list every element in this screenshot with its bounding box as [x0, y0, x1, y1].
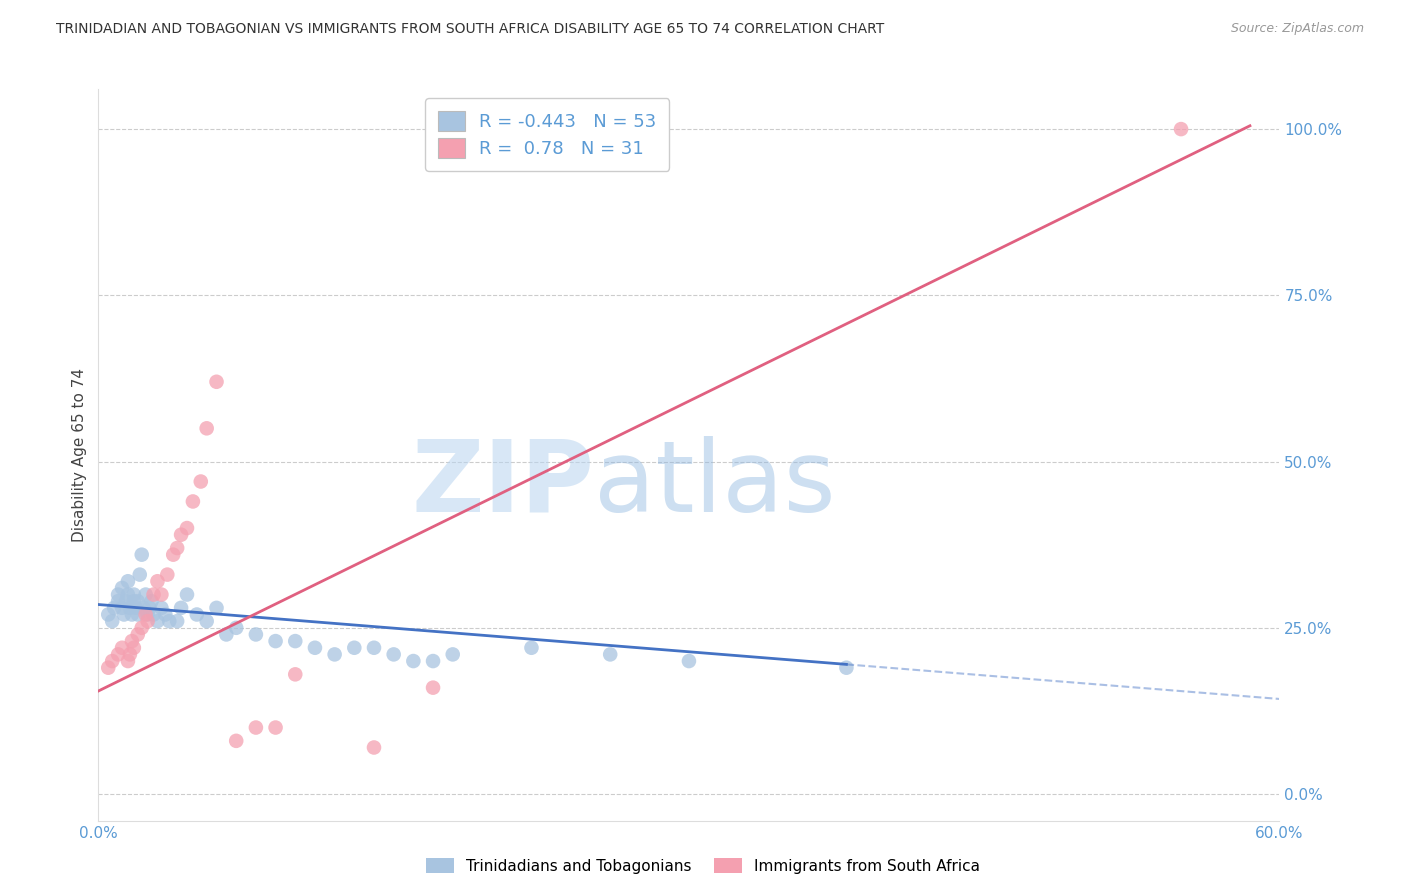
Point [835, 661, 858, 675]
Point [195, 614, 218, 628]
Point [111, 640, 134, 655]
Point [101, 654, 124, 668]
Point [122, 640, 145, 655]
Point [190, 475, 212, 489]
Point [117, 588, 139, 602]
Point [122, 588, 145, 602]
Point [363, 640, 385, 655]
Point [170, 527, 193, 541]
Text: ZIP: ZIP [412, 435, 595, 533]
Point [127, 627, 149, 641]
Point [205, 600, 228, 615]
Point [422, 654, 444, 668]
Point [441, 648, 464, 662]
Point [107, 594, 129, 608]
Legend: Trinidadians and Tobagonians, Immigrants from South Africa: Trinidadians and Tobagonians, Immigrants… [420, 852, 986, 880]
Point [117, 654, 139, 668]
Point [343, 640, 366, 655]
Legend: R = -0.443   N = 53, R =  0.78   N = 31: R = -0.443 N = 53, R = 0.78 N = 31 [425, 98, 669, 170]
Point [150, 588, 173, 602]
Point [176, 588, 198, 602]
Point [323, 648, 346, 662]
Point [166, 614, 188, 628]
Point [284, 634, 307, 648]
Point [156, 567, 179, 582]
Point [304, 640, 326, 655]
Point [166, 541, 188, 555]
Point [245, 721, 267, 735]
Point [363, 740, 385, 755]
Point [121, 607, 143, 622]
Point [135, 588, 157, 602]
Point [146, 614, 169, 628]
Point [245, 627, 267, 641]
Point [136, 614, 159, 628]
Point [128, 567, 150, 582]
Point [176, 521, 198, 535]
Point [97, 661, 120, 675]
Point [520, 640, 543, 655]
Point [264, 721, 287, 735]
Point [132, 600, 155, 615]
Point [138, 600, 160, 615]
Point [127, 607, 149, 622]
Point [103, 600, 125, 615]
Point [131, 548, 153, 562]
Point [118, 648, 141, 662]
Point [215, 627, 238, 641]
Text: TRINIDADIAN AND TOBAGONIAN VS IMMIGRANTS FROM SOUTH AFRICA DISABILITY AGE 65 TO : TRINIDADIAN AND TOBAGONIAN VS IMMIGRANTS… [56, 22, 884, 37]
Point [181, 494, 204, 508]
Point [121, 634, 143, 648]
Point [107, 648, 129, 662]
Point [141, 594, 163, 608]
Point [136, 607, 159, 622]
Point [150, 600, 173, 615]
Point [195, 421, 218, 435]
Point [402, 654, 425, 668]
Text: atlas: atlas [595, 435, 837, 533]
Point [115, 594, 138, 608]
Point [225, 621, 247, 635]
Point [97, 607, 120, 622]
Point [162, 548, 184, 562]
Point [127, 594, 149, 608]
Point [155, 607, 177, 622]
Point [111, 581, 134, 595]
Point [142, 607, 165, 622]
Point [122, 594, 145, 608]
Point [146, 574, 169, 589]
Point [118, 600, 141, 615]
Point [264, 634, 287, 648]
Text: Source: ZipAtlas.com: Source: ZipAtlas.com [1230, 22, 1364, 36]
Point [142, 588, 165, 602]
Point [1170, 122, 1192, 136]
Y-axis label: Disability Age 65 to 74: Disability Age 65 to 74 [72, 368, 87, 542]
Point [112, 607, 135, 622]
Point [125, 600, 148, 615]
Point [422, 681, 444, 695]
Point [131, 621, 153, 635]
Point [170, 600, 193, 615]
Point [205, 375, 228, 389]
Point [382, 648, 405, 662]
Point [107, 588, 129, 602]
Point [186, 607, 208, 622]
Point [157, 614, 180, 628]
Point [117, 574, 139, 589]
Point [678, 654, 700, 668]
Point [135, 607, 157, 622]
Point [284, 667, 307, 681]
Point [225, 734, 247, 748]
Point [599, 648, 621, 662]
Point [111, 600, 134, 615]
Point [101, 614, 124, 628]
